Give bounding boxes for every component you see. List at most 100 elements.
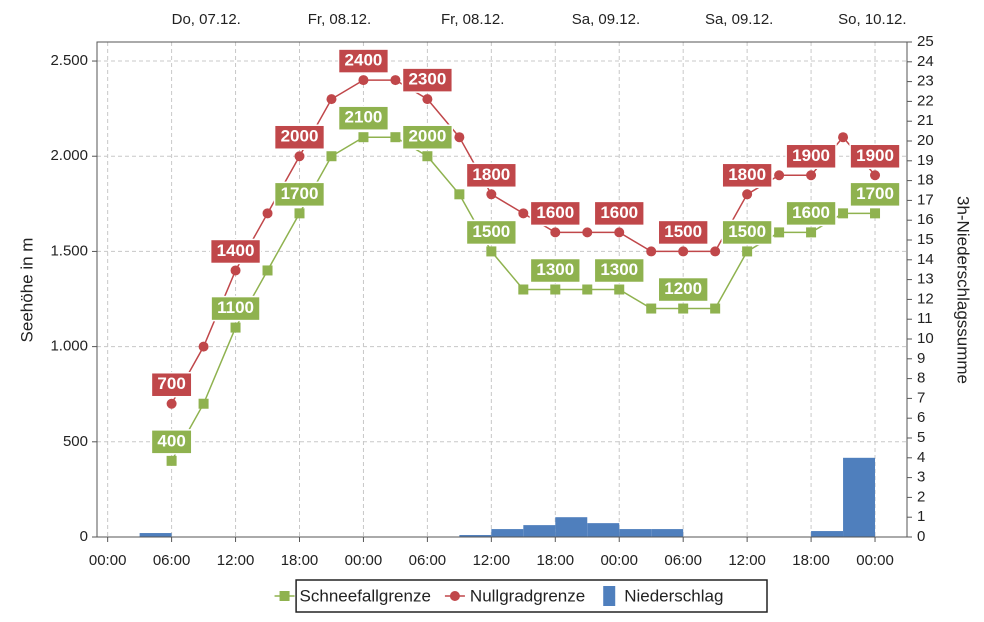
- y2-tick-label: 14: [917, 251, 934, 268]
- data-label-box: [401, 67, 454, 93]
- data-label: 1900: [792, 146, 830, 165]
- y2-tick-label: 1: [917, 508, 925, 525]
- point: [678, 303, 689, 314]
- data-label-box: [849, 181, 901, 208]
- x-tick-label: 06:00: [153, 552, 191, 569]
- top-tick-label: Sa, 09.12.: [572, 11, 640, 28]
- point: [166, 398, 177, 409]
- data-label: 1500: [472, 222, 510, 241]
- bar: [811, 531, 844, 537]
- point: [326, 94, 337, 105]
- bar: [491, 529, 524, 537]
- y2-axis-title: 3h-Niederschlagssumme: [954, 196, 973, 384]
- y2-tick-label: 7: [917, 389, 925, 406]
- point: [262, 208, 273, 219]
- legend: Schneefallgrenze Nullgradgrenze Niederschl…: [274, 579, 768, 613]
- data-label: 400: [157, 431, 185, 450]
- y2-tick-label: 2: [917, 488, 925, 505]
- data-label: 2300: [408, 70, 446, 89]
- point: [870, 208, 881, 219]
- legend-label: Schneefallgrenze: [300, 586, 431, 605]
- data-label-box: [785, 200, 837, 227]
- y2-tick-label: 23: [917, 73, 934, 90]
- point: [390, 132, 401, 143]
- bar: [555, 517, 588, 537]
- y2-tick-label: 13: [917, 271, 934, 288]
- data-label-box: [721, 162, 773, 189]
- point: [166, 455, 177, 466]
- point: [838, 132, 849, 143]
- data-label: 1300: [600, 260, 638, 279]
- point: [518, 284, 529, 295]
- y2-tick-label: 8: [917, 370, 925, 387]
- data-label: 1400: [217, 241, 255, 260]
- data-label-box: [273, 124, 326, 150]
- y-tick-label: 1.000: [50, 338, 88, 355]
- x-tick-label: 18:00: [281, 552, 319, 569]
- top-tick-label: Fr, 08.12.: [308, 11, 371, 28]
- point: [838, 208, 849, 219]
- y2-tick-label: 10: [917, 330, 934, 347]
- data-label: 2000: [408, 127, 446, 146]
- legend-marker: [449, 591, 460, 601]
- point: [390, 75, 401, 86]
- data-label-box: [210, 295, 261, 322]
- bar: [139, 533, 172, 537]
- point: [646, 246, 657, 257]
- data-label: 1700: [856, 184, 894, 203]
- data-label-box: [209, 238, 262, 265]
- point: [550, 284, 561, 295]
- y2-tick-label: 11: [917, 310, 933, 327]
- x-tick-label: 00:00: [345, 552, 383, 569]
- x-tick-label: 06:00: [409, 552, 447, 569]
- point: [582, 227, 593, 238]
- point: [358, 132, 369, 143]
- y2-tick-label: 20: [917, 132, 934, 149]
- data-label: 1600: [792, 203, 830, 222]
- point: [582, 284, 593, 295]
- point: [422, 151, 433, 162]
- data-label-box: [721, 219, 773, 246]
- y2-tick-label: 4: [917, 449, 925, 466]
- point: [742, 189, 753, 200]
- point: [326, 151, 337, 162]
- data-label-box: [529, 200, 581, 227]
- data-label: 1500: [728, 222, 766, 241]
- plot-frame: [96, 41, 908, 538]
- point: [230, 322, 241, 333]
- point: [230, 265, 241, 276]
- y2-tick-label: 15: [917, 231, 934, 248]
- data-label: 1900: [856, 146, 894, 165]
- data-label: 2400: [345, 51, 383, 70]
- point: [614, 227, 625, 238]
- data-label: 2000: [281, 127, 319, 146]
- y2-tick-label: 24: [917, 53, 934, 70]
- bar: [523, 525, 556, 537]
- y2-tick-label: 25: [917, 33, 934, 50]
- point: [774, 170, 785, 181]
- data-label-box: [150, 429, 193, 455]
- point: [422, 94, 433, 105]
- point: [454, 189, 465, 200]
- point: [710, 246, 721, 257]
- data-label: 2100: [345, 108, 383, 127]
- point: [358, 75, 369, 86]
- top-tick-label: Sa, 09.12.: [705, 11, 773, 28]
- data-label: 1700: [281, 184, 319, 203]
- x-tick-label: 12:00: [728, 552, 766, 569]
- bar: [459, 535, 492, 537]
- point: [550, 227, 561, 238]
- point: [646, 303, 657, 314]
- axes: 00:00 06:00 12:00 18:00 00:00 06:00 12:00 18:00…: [50, 11, 933, 569]
- x-tick-label: 00:00: [89, 552, 127, 569]
- data-label-box: [593, 257, 645, 284]
- bar: [619, 529, 652, 537]
- point: [198, 398, 209, 409]
- point: [486, 246, 497, 257]
- x-tick-label: 12:00: [217, 552, 255, 569]
- point: [678, 246, 689, 257]
- data-label-box: [657, 276, 709, 303]
- point: [614, 284, 625, 295]
